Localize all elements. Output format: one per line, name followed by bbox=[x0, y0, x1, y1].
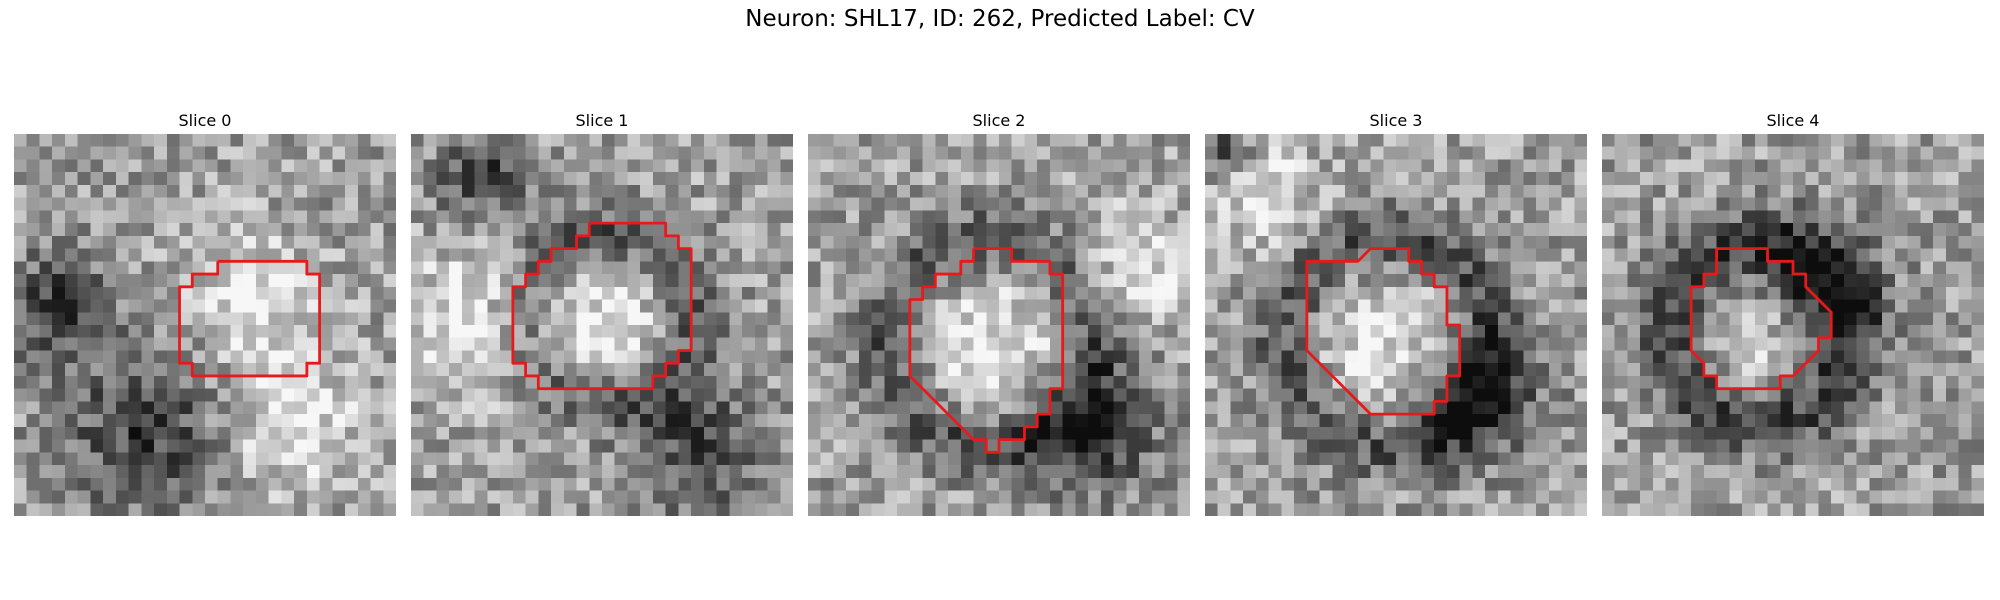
slice-title-4: Slice 4 bbox=[1766, 111, 1820, 130]
slice-pixels-3 bbox=[1205, 134, 1587, 516]
slice-pixels-4 bbox=[1602, 134, 1984, 516]
slice-title-3: Slice 3 bbox=[1369, 111, 1423, 130]
slice-image-1 bbox=[411, 134, 793, 516]
contour-outline-3 bbox=[1305, 247, 1462, 416]
contour-outline-4 bbox=[1689, 247, 1833, 391]
contour-outline-0 bbox=[178, 259, 322, 378]
slice-pixels-1 bbox=[411, 134, 793, 516]
slice-panel-0: Slice 0 bbox=[14, 108, 396, 516]
slice-image-2 bbox=[808, 134, 1190, 516]
slice-title-0: Slice 0 bbox=[178, 111, 232, 130]
slice-image-3 bbox=[1205, 134, 1587, 516]
slice-panel-1: Slice 1 bbox=[411, 108, 793, 516]
figure-title: Neuron: SHL17, ID: 262, Predicted Label:… bbox=[745, 6, 1255, 32]
slice-pixels-0 bbox=[14, 134, 396, 516]
slice-image-0 bbox=[14, 134, 396, 516]
slice-panel-2: Slice 2 bbox=[808, 108, 1190, 516]
slice-image-4 bbox=[1602, 134, 1984, 516]
slice-title-1: Slice 1 bbox=[575, 111, 629, 130]
slice-panel-3: Slice 3 bbox=[1205, 108, 1587, 516]
contour-outline-1 bbox=[511, 221, 693, 391]
slice-title-2: Slice 2 bbox=[972, 111, 1026, 130]
slice-panel-4: Slice 4 bbox=[1602, 108, 1984, 516]
slice-pixels-2 bbox=[808, 134, 1190, 516]
contour-outline-2 bbox=[908, 247, 1065, 454]
